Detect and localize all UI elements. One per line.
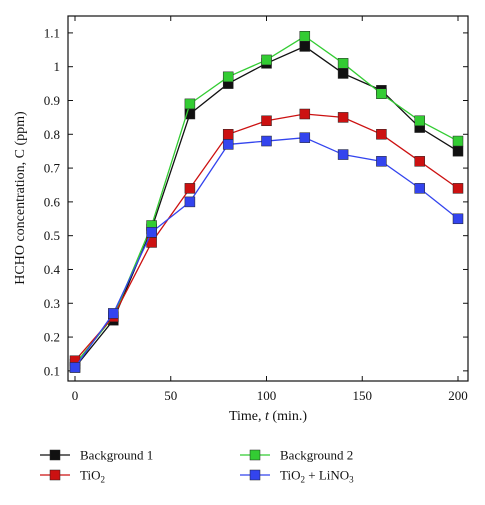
data-point: [222, 139, 234, 150]
series-4: [69, 132, 464, 373]
data-point: [222, 71, 234, 83]
y-tick-label: 0.4: [44, 262, 61, 277]
series-3: [69, 108, 464, 366]
data-point: [414, 115, 425, 127]
legend-item: Background 1: [40, 448, 153, 463]
y-tick-label: 0.6: [44, 194, 61, 209]
x-axis-title: Time, t (min.): [229, 409, 307, 424]
legend-label-part: 2: [300, 475, 305, 485]
data-point: [337, 58, 349, 69]
legend-label: Background 2: [280, 448, 353, 463]
legend-label-part: + LiNO: [305, 468, 349, 483]
legend-marker: [249, 449, 261, 461]
y-tick-label: 0.9: [44, 93, 60, 108]
legend-label-part: TiO: [80, 468, 100, 483]
data-point: [376, 129, 387, 140]
legend-item: TiO2 + LiNO3: [240, 468, 354, 485]
y-tick-label: 1: [54, 59, 61, 74]
data-point: [299, 132, 311, 143]
x-tick-label: 100: [257, 388, 277, 403]
legend-marker: [249, 469, 261, 481]
data-point: [261, 135, 272, 147]
ticks-layer: 0 50 100 150 200 0.1 0.2 0.3 0.4 0.5 0.6 0.7 0.8 0.9 1…: [44, 16, 468, 403]
legend-label-part: Background 2: [280, 448, 353, 463]
legend-label-part: Background 1: [80, 448, 153, 463]
y-tick-label: 0.1: [44, 363, 60, 378]
data-point: [414, 183, 425, 194]
data-point: [222, 129, 234, 140]
series-line: [74, 113, 459, 362]
legend-marker: [49, 469, 61, 481]
y-tick-label: 1.1: [44, 25, 60, 40]
data-point: [299, 108, 311, 120]
data-point: [337, 112, 349, 123]
series-line: [74, 45, 459, 368]
data-point: [261, 54, 272, 66]
x-tick-label: 50: [164, 388, 177, 403]
y-tick-label: 0.7: [44, 161, 61, 176]
data-point: [337, 68, 349, 79]
y-axis-title: HCHO concentration, C (ppm): [13, 111, 28, 285]
data-point: [184, 183, 196, 194]
data-point: [452, 135, 464, 147]
data-point: [184, 98, 196, 110]
data-point: [261, 115, 272, 127]
data-point: [146, 227, 157, 238]
series-1: [69, 41, 464, 373]
y-tick-label: 0.2: [44, 330, 60, 345]
legend-label-part: 2: [100, 475, 105, 485]
legend-marker: [49, 449, 61, 461]
data-point: [184, 196, 196, 208]
series-line: [74, 35, 459, 365]
series-layer: [69, 31, 464, 373]
legend-item: TiO2: [40, 468, 105, 485]
data-point: [69, 362, 81, 373]
data-point: [108, 308, 119, 319]
y-tick-label: 0.8: [44, 127, 60, 142]
data-point: [452, 183, 464, 194]
legend-label: TiO2: [80, 468, 105, 485]
series-line: [74, 137, 459, 368]
x-axis-title-variable: t: [265, 409, 270, 424]
x-tick-label: 0: [72, 388, 79, 403]
y-tick-label: 0.5: [44, 228, 60, 243]
series-2: [69, 31, 464, 370]
x-tick-label: 200: [448, 388, 468, 403]
data-point: [452, 213, 464, 225]
legend-label: Background 1: [80, 448, 153, 463]
data-point: [299, 31, 311, 42]
data-point: [414, 156, 425, 167]
x-axis-title-part-2: (min.): [269, 409, 307, 424]
legend-label-part: TiO: [280, 468, 300, 483]
legend-label-part: 3: [349, 475, 354, 485]
legend-item: Background 2: [240, 448, 353, 463]
legend-label: TiO2 + LiNO3: [280, 468, 354, 485]
data-point: [376, 88, 387, 99]
x-axis-title-part-1: Time,: [229, 409, 265, 424]
data-point: [337, 149, 349, 160]
data-point: [376, 156, 387, 167]
plot-frame: [67, 15, 469, 382]
y-tick-label: 0.3: [44, 296, 60, 311]
data-point: [452, 145, 464, 157]
x-tick-label: 150: [353, 388, 373, 403]
data-point: [299, 41, 311, 52]
